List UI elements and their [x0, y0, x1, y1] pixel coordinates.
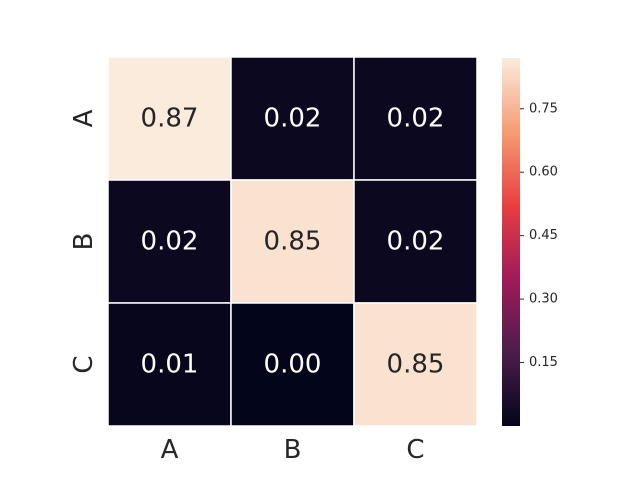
colorbar-tick-label: 0.75 [529, 101, 558, 116]
cell-value-label: 0.02 [141, 227, 199, 257]
cell-value-label: 0.87 [141, 104, 199, 134]
y-tick-label: C [69, 355, 99, 373]
heatmap-cell-C-A [107, 302, 232, 427]
heatmap-cell-A-C [353, 56, 478, 181]
colorbar: 0.15 0.30 0.45 0.60 0.75 [502, 58, 558, 426]
x-tick-label: A [161, 435, 179, 465]
cell-value-label: 0.85 [387, 350, 445, 380]
y-tick-label: B [69, 233, 99, 251]
heatmap-cell-B-B [230, 179, 355, 304]
heatmap-cell-C-C [353, 302, 478, 427]
colorbar-tick-label: 0.45 [529, 228, 558, 243]
heatmap-cells: 0.87 0.02 0.02 0.02 0.85 0.02 0.01 0.00 0.85 [107, 56, 478, 427]
cell-value-label: 0.02 [264, 104, 322, 134]
y-tick-label: A [69, 109, 99, 127]
x-axis-ticks: A B C [161, 435, 425, 465]
cell-value-label: 0.01 [141, 350, 199, 380]
x-tick-label: C [406, 435, 424, 465]
heatmap-cell-A-B [230, 56, 355, 181]
heatmap-cell-B-C [353, 179, 478, 304]
cell-value-label: 0.85 [264, 227, 322, 257]
x-tick-label: B [284, 435, 302, 465]
heatmap-cell-A-A [107, 56, 232, 181]
cell-value-label: 0.02 [387, 104, 445, 134]
heatmap-cell-B-A [107, 179, 232, 304]
colorbar-tick-label: 0.60 [529, 165, 558, 180]
y-axis-ticks: A B C [69, 109, 99, 373]
colorbar-tick-label: 0.30 [529, 292, 558, 307]
cell-value-label: 0.02 [387, 227, 445, 257]
heatmap-cell-C-B [230, 302, 355, 427]
cell-value-label: 0.00 [264, 350, 322, 380]
colorbar-gradient [502, 58, 520, 426]
colorbar-tick-label: 0.15 [529, 355, 558, 370]
